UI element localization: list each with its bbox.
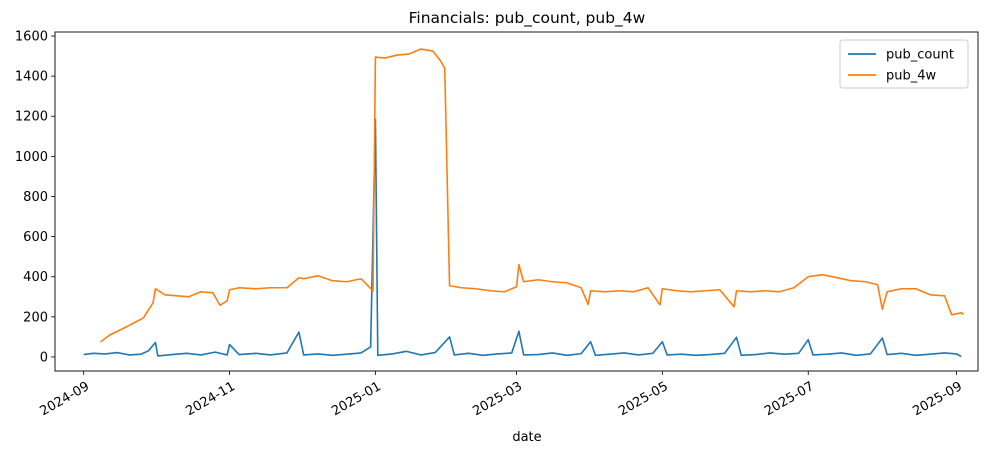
y-tick-label: 400: [23, 270, 48, 285]
y-tick-label: 1400: [15, 70, 48, 85]
legend-box: [839, 39, 969, 89]
legend-label: pub_count: [886, 48, 954, 63]
series-line-pub-4w: [99, 48, 965, 343]
x-axis: 2024-09 2024-11 2025-01 2025-03 2025-05 2025-…: [38, 371, 965, 419]
y-tick-label: 1200: [15, 110, 48, 125]
x-tick-label: 2025-09: [910, 379, 965, 419]
y-tick-label: 600: [23, 230, 48, 245]
x-tick-label: 2025-03: [470, 379, 525, 419]
x-tick-label: 2025-01: [329, 379, 384, 419]
y-tick-label: 1600: [15, 30, 48, 45]
x-axis-title: date: [512, 430, 541, 445]
y-tick-label: 200: [23, 310, 48, 325]
x-tick-label: 2024-09: [38, 379, 93, 419]
plot-area: [83, 48, 965, 358]
x-tick-label: 2025-07: [762, 379, 817, 419]
legend-label: pub_4w: [886, 69, 937, 84]
y-axis: 0 200 400 600 800 1000 1200 1400 1600: [15, 30, 55, 365]
y-tick-label: 0: [40, 350, 48, 365]
x-tick-label: 2024-11: [183, 379, 238, 419]
y-tick-label: 800: [23, 190, 48, 205]
y-tick-label: 1000: [15, 150, 48, 165]
series-line-pub-count: [83, 118, 962, 358]
chart-title: Financials: pub_count, pub_4w: [409, 9, 646, 28]
x-tick-label: 2025-05: [616, 379, 671, 419]
legend: pub_count pub_4w: [839, 39, 969, 89]
